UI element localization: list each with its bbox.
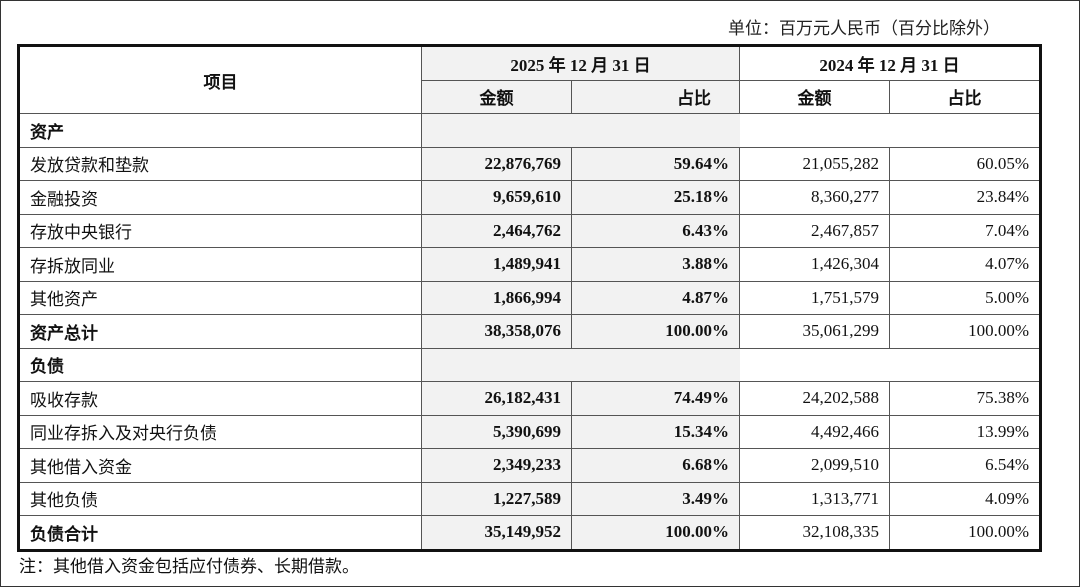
ratio-2025: 3.88% <box>571 247 740 282</box>
ratio-2025: 100.00% <box>571 515 740 551</box>
total-row: 负债合计 35,149,952 100.00% 32,108,335 100.0… <box>18 515 1041 551</box>
row-label: 其他负债 <box>18 481 422 516</box>
section-label: 资产 <box>18 113 422 148</box>
header-ratio-2025: 占比 <box>571 79 740 114</box>
row-label: 存放中央银行 <box>18 213 422 248</box>
header-item: 项目 <box>18 45 422 114</box>
row-label: 存拆放同业 <box>18 247 422 282</box>
row-label: 同业存拆入及对央行负债 <box>18 414 422 449</box>
unit-label: 单位：百万元人民币（百分比除外） <box>728 19 1000 38</box>
amount-2024: 4,492,466 <box>739 414 890 449</box>
row-label: 发放贷款和垫款 <box>18 146 422 181</box>
ratio-2024: 13.99% <box>889 414 1041 449</box>
amount-2024: 8,360,277 <box>739 180 890 215</box>
amount-2025: 1,227,589 <box>421 481 572 516</box>
amount-2024: 24,202,588 <box>739 381 890 416</box>
amount-2024: 1,426,304 <box>739 247 890 282</box>
ratio-2024: 60.05% <box>889 146 1041 181</box>
empty-cell <box>739 113 1041 148</box>
ratio-2025: 59.64% <box>571 146 740 181</box>
amount-2025: 9,659,610 <box>421 180 572 215</box>
table-row: 同业存拆入及对央行负债 5,390,699 15.34% 4,492,466 1… <box>18 414 1041 449</box>
amount-2024: 1,751,579 <box>739 280 890 315</box>
row-label: 负债合计 <box>18 515 422 551</box>
amount-2025: 1,866,994 <box>421 280 572 315</box>
table-row: 其他借入资金 2,349,233 6.68% 2,099,510 6.54% <box>18 448 1041 483</box>
ratio-2024: 100.00% <box>889 515 1041 551</box>
amount-2024: 35,061,299 <box>739 314 890 349</box>
amount-2024: 1,313,771 <box>739 481 890 516</box>
amount-2025: 22,876,769 <box>421 146 572 181</box>
table-row: 发放贷款和垫款 22,876,769 59.64% 21,055,282 60.… <box>18 146 1041 181</box>
ratio-2024: 23.84% <box>889 180 1041 215</box>
empty-cell <box>421 347 740 382</box>
amount-2025: 26,182,431 <box>421 381 572 416</box>
ratio-2025: 100.00% <box>571 314 740 349</box>
total-row: 资产总计 38,358,076 100.00% 35,061,299 100.0… <box>18 314 1041 349</box>
empty-cell <box>739 347 1041 382</box>
ratio-2025: 25.18% <box>571 180 740 215</box>
amount-2024: 2,467,857 <box>739 213 890 248</box>
ratio-2024: 75.38% <box>889 381 1041 416</box>
balance-sheet-table: 项目 2025 年 12 月 31 日 2024 年 12 月 31 日 金额 … <box>17 44 1042 552</box>
section-row: 资产 <box>18 113 1041 148</box>
table-row: 存放中央银行 2,464,762 6.43% 2,467,857 7.04% <box>18 213 1041 248</box>
header-amount-2025: 金额 <box>421 79 572 114</box>
header-ratio-2024: 占比 <box>889 79 1041 114</box>
amount-2024: 21,055,282 <box>739 146 890 181</box>
header-2024: 2024 年 12 月 31 日 <box>739 45 1041 81</box>
row-label: 资产总计 <box>18 314 422 349</box>
ratio-2024: 7.04% <box>889 213 1041 248</box>
amount-2024: 32,108,335 <box>739 515 890 551</box>
empty-cell <box>421 113 740 148</box>
ratio-2025: 6.43% <box>571 213 740 248</box>
amount-2024: 2,099,510 <box>739 448 890 483</box>
ratio-2025: 15.34% <box>571 414 740 449</box>
row-label: 吸收存款 <box>18 381 422 416</box>
ratio-2025: 74.49% <box>571 381 740 416</box>
table-row: 存拆放同业 1,489,941 3.88% 1,426,304 4.07% <box>18 247 1041 282</box>
table-row: 金融投资 9,659,610 25.18% 8,360,277 23.84% <box>18 180 1041 215</box>
header-amount-2024: 金额 <box>739 79 890 114</box>
table-row: 其他负债 1,227,589 3.49% 1,313,771 4.09% <box>18 481 1041 516</box>
section-row: 负债 <box>18 347 1041 382</box>
row-label: 金融投资 <box>18 180 422 215</box>
ratio-2024: 100.00% <box>889 314 1041 349</box>
ratio-2025: 6.68% <box>571 448 740 483</box>
ratio-2025: 3.49% <box>571 481 740 516</box>
header-2025: 2025 年 12 月 31 日 <box>421 45 740 81</box>
ratio-2025: 4.87% <box>571 280 740 315</box>
footnote: 注：其他借入资金包括应付债券、长期借款。 <box>19 557 359 576</box>
amount-2025: 38,358,076 <box>421 314 572 349</box>
table-row: 吸收存款 26,182,431 74.49% 24,202,588 75.38% <box>18 381 1041 416</box>
amount-2025: 1,489,941 <box>421 247 572 282</box>
ratio-2024: 6.54% <box>889 448 1041 483</box>
ratio-2024: 4.09% <box>889 481 1041 516</box>
amount-2025: 35,149,952 <box>421 515 572 551</box>
amount-2025: 2,349,233 <box>421 448 572 483</box>
row-label: 其他借入资金 <box>18 448 422 483</box>
section-label: 负债 <box>18 347 422 382</box>
row-label: 其他资产 <box>18 280 422 315</box>
amount-2025: 5,390,699 <box>421 414 572 449</box>
amount-2025: 2,464,762 <box>421 213 572 248</box>
ratio-2024: 5.00% <box>889 280 1041 315</box>
ratio-2024: 4.07% <box>889 247 1041 282</box>
table-row: 其他资产 1,866,994 4.87% 1,751,579 5.00% <box>18 280 1041 315</box>
